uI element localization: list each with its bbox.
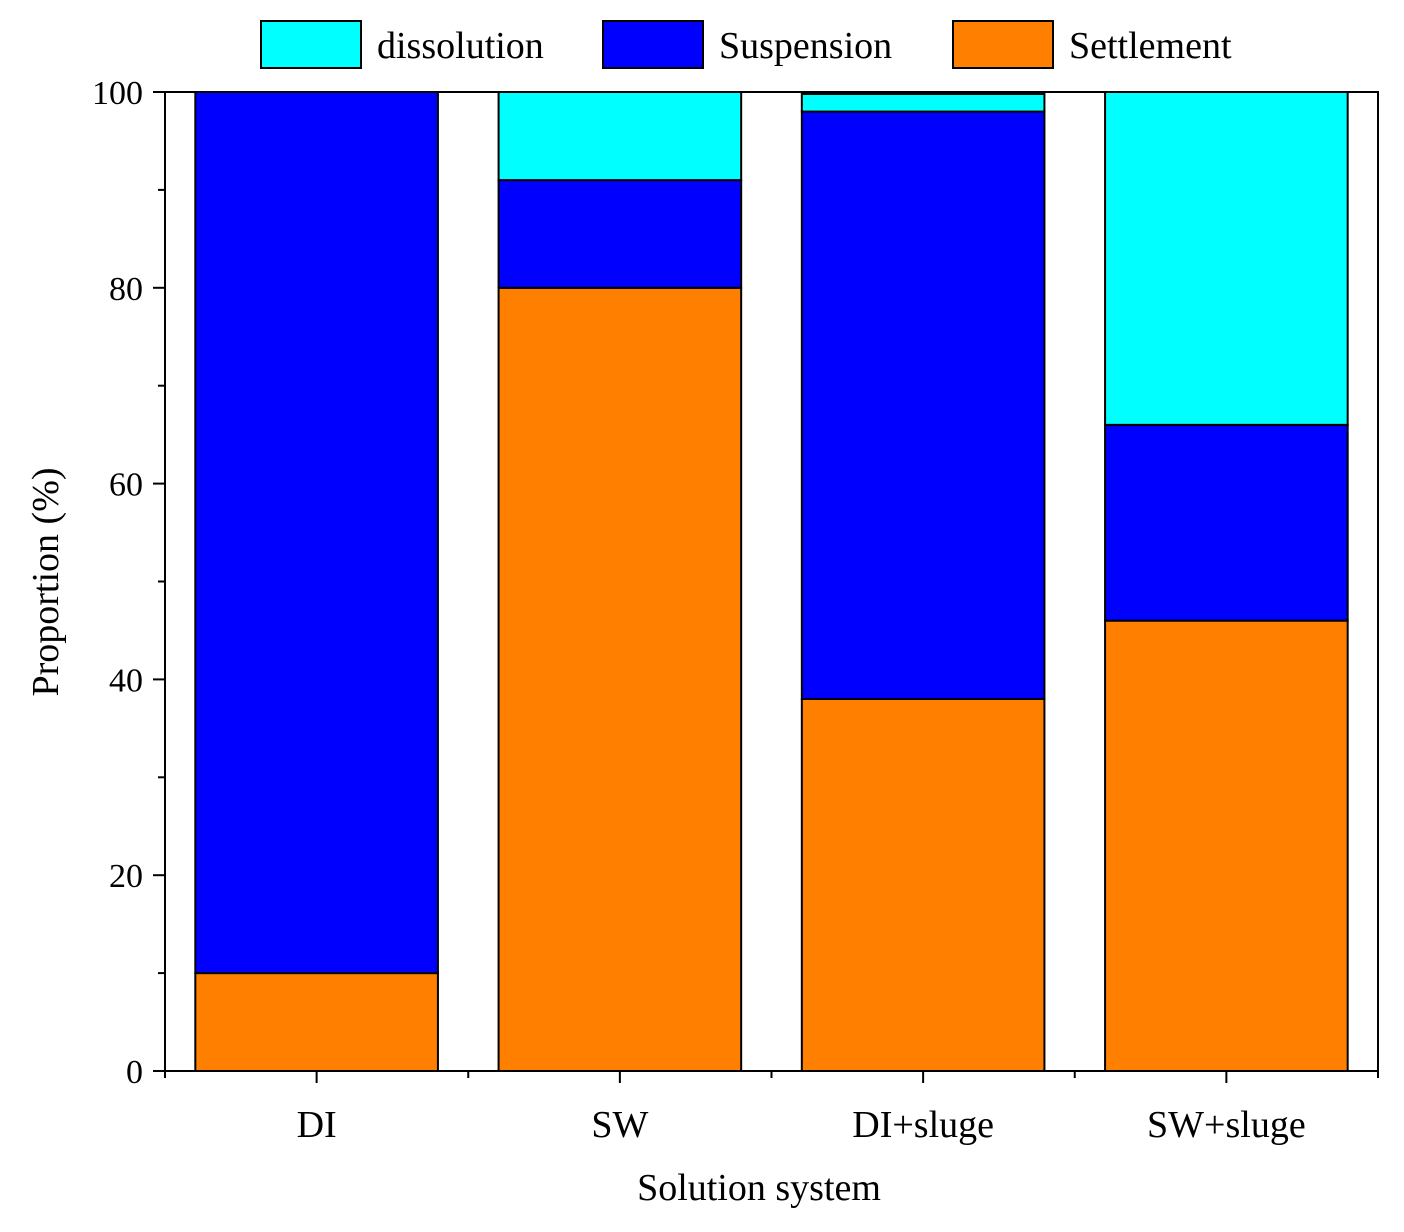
x-axis-title: Solution system bbox=[637, 1167, 881, 1209]
legend-label-suspension: Suspension bbox=[719, 25, 892, 67]
y-tick-label-40: 40 bbox=[109, 662, 143, 699]
y-tick-label-80: 80 bbox=[109, 271, 143, 308]
bar-di-sluge-settlement bbox=[800, 697, 1046, 1072]
y-tick-label-20: 20 bbox=[109, 858, 143, 895]
bar-sw-sluge-dissolution bbox=[1104, 91, 1349, 426]
legend-label-dissolution: dissolution bbox=[377, 25, 544, 67]
legend-swatch-suspension bbox=[602, 20, 704, 69]
bar-di-suspension bbox=[194, 91, 439, 975]
bar-sw-sluge-suspension bbox=[1104, 423, 1349, 622]
x-axis: DI SW DI+sluge SW+sluge bbox=[164, 1071, 1379, 1146]
x-tick-label-di: DI bbox=[297, 1104, 337, 1146]
x-tick-label-sw: SW bbox=[591, 1104, 648, 1146]
legend-swatch-dissolution bbox=[260, 20, 362, 69]
x-tick-label-di-sluge: DI+sluge bbox=[852, 1104, 994, 1146]
bars bbox=[194, 91, 1349, 1072]
y-tick-label-100: 100 bbox=[92, 75, 143, 112]
legend: dissolution Suspension Settlement bbox=[260, 20, 1232, 69]
bar-di-settlement bbox=[194, 972, 439, 1072]
legend-swatch-settlement bbox=[952, 20, 1054, 69]
bar-sw-settlement bbox=[497, 286, 743, 1072]
y-tick-label-0: 0 bbox=[126, 1054, 143, 1091]
bar-di-sluge-dissolution bbox=[800, 92, 1046, 113]
bar-sw-suspension bbox=[497, 179, 743, 289]
x-tick-label-sw-sluge: SW+sluge bbox=[1147, 1104, 1306, 1146]
legend-label-settlement: Settlement bbox=[1069, 25, 1232, 67]
bar-di-sluge-suspension bbox=[800, 110, 1046, 700]
y-axis: 0 20 40 60 80 100 bbox=[92, 75, 165, 1091]
y-axis-title: Proportion (%) bbox=[25, 467, 67, 696]
y-tick-label-60: 60 bbox=[109, 467, 143, 504]
bar-sw-dissolution bbox=[497, 91, 743, 182]
bar-sw-sluge-settlement bbox=[1104, 619, 1349, 1072]
